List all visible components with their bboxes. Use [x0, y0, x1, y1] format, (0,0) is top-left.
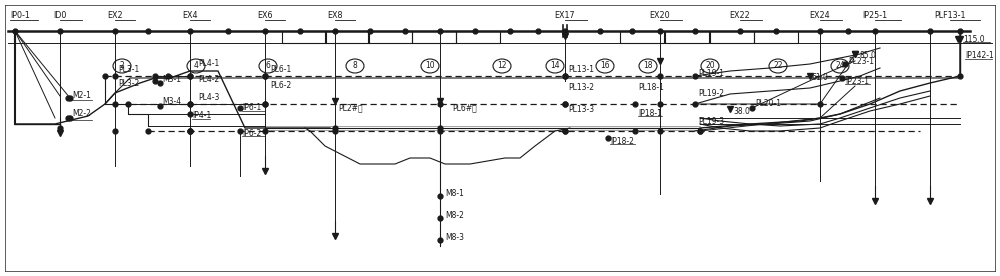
- Text: IP0-1: IP0-1: [10, 12, 30, 20]
- Text: PL2#机: PL2#机: [338, 104, 363, 113]
- Text: IP25-1: IP25-1: [862, 12, 888, 20]
- Bar: [710, 31, 754, 43]
- Text: EX24: EX24: [810, 12, 830, 20]
- Text: 6: 6: [266, 62, 270, 70]
- Text: 2: 2: [120, 62, 124, 70]
- Text: PLF13-1: PLF13-1: [934, 12, 966, 20]
- Text: PL13-1: PL13-1: [568, 65, 594, 73]
- Text: 115.0: 115.0: [963, 34, 985, 44]
- Text: PL13-2: PL13-2: [568, 84, 594, 92]
- Bar: [456, 31, 500, 43]
- Text: EX17: EX17: [555, 12, 575, 20]
- Text: EX6: EX6: [257, 12, 273, 20]
- Bar: [282, 31, 326, 43]
- Text: M8-1: M8-1: [445, 190, 464, 198]
- Text: PL4-1: PL4-1: [198, 60, 219, 68]
- Bar: [620, 31, 664, 43]
- Text: PL19-2: PL19-2: [698, 89, 724, 97]
- Bar: [665, 31, 709, 43]
- Text: PL23-1: PL23-1: [848, 57, 874, 65]
- Text: 61.0: 61.0: [812, 73, 829, 83]
- Text: PL19-3: PL19-3: [698, 116, 724, 126]
- Text: PL3-2: PL3-2: [118, 78, 139, 87]
- Text: M8-2: M8-2: [445, 211, 464, 221]
- Text: PL4-2: PL4-2: [198, 76, 219, 84]
- Text: EX8: EX8: [327, 12, 343, 20]
- Text: 10: 10: [425, 62, 435, 70]
- Bar: [325, 31, 369, 43]
- Text: IP6-1: IP6-1: [242, 104, 261, 113]
- Text: 24: 24: [835, 62, 845, 70]
- Text: IP23-1: IP23-1: [845, 76, 869, 86]
- Text: IP18-1: IP18-1: [638, 108, 662, 118]
- Text: ID0: ID0: [53, 12, 67, 20]
- Text: EX2: EX2: [107, 12, 123, 20]
- Text: IP18-2: IP18-2: [610, 137, 634, 145]
- Text: PL6#机: PL6#机: [452, 104, 477, 113]
- Text: 4: 4: [194, 62, 198, 70]
- Text: PL18-1: PL18-1: [638, 84, 664, 92]
- Text: PL6-1: PL6-1: [270, 65, 291, 73]
- Text: EX20: EX20: [650, 12, 670, 20]
- Text: IP6-2: IP6-2: [242, 129, 261, 137]
- Text: 22: 22: [773, 62, 783, 70]
- Text: M3-1: M3-1: [162, 75, 181, 84]
- Text: M8-3: M8-3: [445, 233, 464, 243]
- Text: 14: 14: [550, 62, 560, 70]
- Text: IP142-1: IP142-1: [965, 52, 994, 60]
- Text: 85.0: 85.0: [860, 52, 877, 60]
- Text: EX22: EX22: [730, 12, 750, 20]
- Text: M2-2: M2-2: [72, 109, 91, 118]
- Text: 20: 20: [705, 62, 715, 70]
- Bar: [754, 31, 798, 43]
- Bar: [368, 31, 412, 43]
- Text: 38.0: 38.0: [733, 107, 750, 115]
- Text: 12: 12: [497, 62, 507, 70]
- Text: PL3-1: PL3-1: [118, 65, 139, 73]
- Text: 18: 18: [643, 62, 653, 70]
- Text: PL20-1: PL20-1: [755, 100, 781, 108]
- Text: M2-1: M2-1: [72, 92, 91, 100]
- Text: 16: 16: [600, 62, 610, 70]
- Text: PL6-2: PL6-2: [270, 81, 291, 91]
- Text: M3-4: M3-4: [162, 97, 181, 105]
- Bar: [412, 31, 456, 43]
- Text: PL13-3: PL13-3: [568, 105, 594, 115]
- Text: EX4: EX4: [182, 12, 198, 20]
- Text: PL19-1: PL19-1: [698, 70, 724, 78]
- Text: 8: 8: [353, 62, 357, 70]
- Text: IP4-1: IP4-1: [192, 112, 211, 121]
- Text: PL4-3: PL4-3: [198, 94, 219, 102]
